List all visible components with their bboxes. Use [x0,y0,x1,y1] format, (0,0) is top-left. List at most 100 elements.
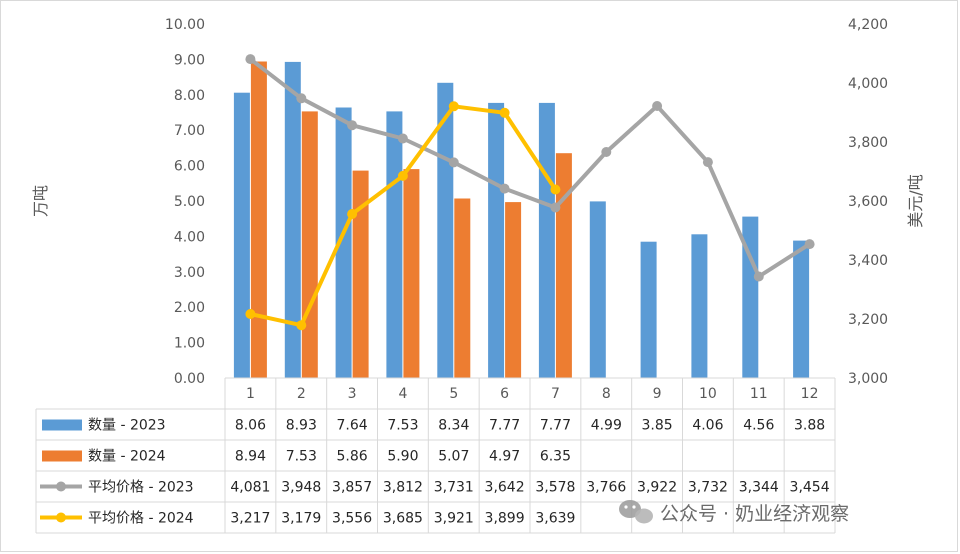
left-tick-label: 10.00 [165,17,205,33]
right-tick-label: 3,800 [848,135,888,151]
wechat-icon [619,500,653,524]
category-label: 7 [551,386,560,402]
point-price-2023-8 [601,147,612,157]
data-label: 8.06 [235,418,266,434]
point-price-2024-6 [499,107,510,118]
legend-key-bar [42,419,82,431]
bar-2024-3 [352,170,369,378]
point-price-2023-12 [804,239,815,250]
left-axis-title: 万吨 [31,185,50,217]
left-tick-label: 3.00 [174,265,205,281]
category-label: 5 [449,386,458,402]
wechat-eye [624,505,628,509]
right-tick-label: 3,200 [848,312,888,328]
point-price-2024-7 [550,184,561,195]
left-tick-label: 4.00 [174,229,205,245]
bar-2024-2 [301,111,318,379]
category-label: 1 [246,386,255,402]
data-label: 3,556 [332,511,372,527]
bar-2023-12 [793,240,810,378]
data-label: 5.86 [337,449,368,465]
data-label: 8.93 [286,418,317,434]
data-label: 3,454 [790,480,830,496]
point-price-2024-2 [296,320,307,331]
lines-layer [245,54,815,331]
point-price-2023-7 [550,202,561,213]
wechat-bubble-small [635,508,653,524]
data-label: 6.35 [540,449,571,465]
bar-2024-1 [250,61,267,378]
point-price-2024-4 [397,170,408,181]
line-price-2023 [249,57,811,279]
watermark-text: 公众号 · 奶业经济观察 [660,503,849,525]
data-label: 8.94 [235,449,266,465]
right-tick-label: 3,600 [848,194,888,210]
category-label: 4 [398,386,407,402]
point-price-2023-1 [245,54,256,65]
legend-label: 平均价格 - 2024 [88,511,194,527]
category-label: 11 [750,386,768,402]
data-label: 3,857 [332,480,372,496]
data-label: 3,732 [688,480,728,496]
data-label: 4.97 [489,449,520,465]
wechat-bubble-large [619,500,641,518]
legend-key-marker [56,512,66,523]
data-label: 4.99 [591,418,622,434]
bar-2024-4 [403,169,420,378]
left-tick-label: 9.00 [174,52,205,68]
data-label: 3,921 [434,511,474,527]
point-price-2023-11 [753,271,764,282]
bar-2023-1 [233,92,250,378]
bar-2023-7 [538,102,555,379]
left-tick-label: 7.00 [174,123,205,139]
data-label: 4.56 [743,418,774,434]
data-label: 3,639 [535,511,575,527]
data-label: 3,766 [586,480,626,496]
legend-key-marker [56,481,66,492]
legend-label: 平均价格 - 2023 [88,480,194,496]
data-label: 3,179 [281,511,321,527]
data-label: 4.06 [692,418,723,434]
data-label: 4,081 [230,480,270,496]
data-label: 3,578 [535,480,575,496]
point-price-2024-5 [448,101,459,112]
data-label: 3,685 [383,511,423,527]
data-label: 3,731 [434,480,474,496]
point-price-2024-3 [347,209,358,219]
data-label: 3,899 [485,511,525,527]
data-label: 7.77 [489,418,520,434]
left-tick-label: 0.00 [174,371,205,387]
axes-layer: 0.00 1.00 2.00 3.00 4.00 5.00 6.00 7.00 8.00 9.00… [165,17,888,387]
data-label: 3,812 [383,480,423,496]
bar-2023-10 [691,234,708,378]
data-label: 3.85 [642,418,673,434]
data-label: 3,948 [281,480,321,496]
data-label: 8.34 [438,418,469,434]
bar-2023-9 [640,241,657,378]
category-label: 8 [602,386,611,402]
data-label: 3,344 [739,480,779,496]
wechat-eye [632,505,636,509]
legend-label: 数量 - 2023 [88,418,166,434]
data-label: 3,922 [637,480,677,496]
data-label: 3,642 [485,480,525,496]
right-axis-title: 美元/吨 [906,174,925,227]
point-price-2023-9 [652,101,663,111]
data-label: 5.07 [438,449,469,465]
data-label: 5.90 [387,449,418,465]
legend-label: 数量 - 2024 [88,449,166,465]
point-price-2023-2 [296,93,307,104]
bar-2023-3 [335,107,352,378]
left-tick-label: 2.00 [174,300,205,316]
bar-2023-4 [386,111,403,379]
point-price-2023-4 [397,133,408,144]
data-label: 7.64 [337,418,368,434]
category-label: 9 [653,386,662,402]
bar-2024-6 [505,202,522,378]
right-tick-label: 4,000 [848,76,888,92]
point-price-2023-6 [499,183,510,194]
point-price-2023-5 [448,157,459,168]
left-tick-label: 6.00 [174,159,205,175]
